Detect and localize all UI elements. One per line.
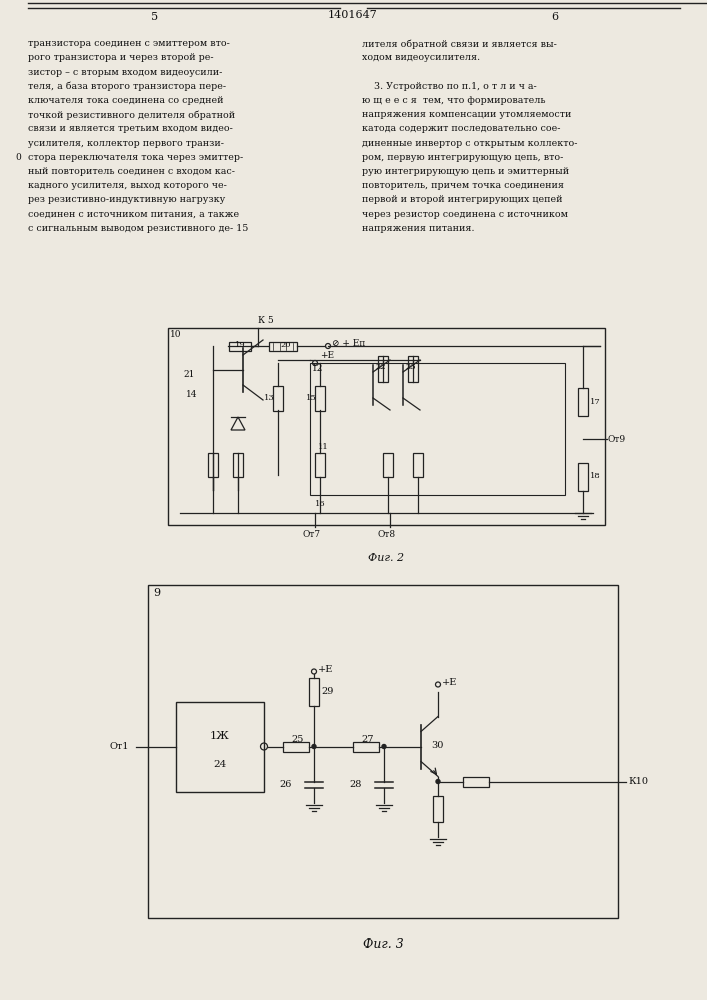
Text: ром, первую интегрирующую цепь, вто-: ром, первую интегрирующую цепь, вто-	[362, 153, 563, 162]
Text: 21: 21	[183, 370, 194, 379]
Text: 19: 19	[235, 341, 246, 349]
Text: 0: 0	[15, 153, 21, 162]
Text: первой и второй интегрирующих цепей: первой и второй интегрирующих цепей	[362, 195, 563, 204]
Bar	[413, 453, 423, 477]
Text: 24: 24	[214, 760, 227, 769]
Text: 18: 18	[590, 473, 601, 481]
Text: Фиг. 3: Фиг. 3	[363, 938, 404, 951]
Bar	[229, 342, 251, 351]
Text: теля, а база второго транзистора пере-: теля, а база второго транзистора пере-	[28, 82, 226, 91]
Text: 10: 10	[170, 330, 182, 339]
Bar	[176, 702, 264, 792]
Bar	[309, 678, 319, 706]
Text: ходом видеоусилителя.: ходом видеоусилителя.	[362, 53, 480, 62]
Text: зистор – с вторым входом видеоусили-: зистор – с вторым входом видеоусили-	[28, 68, 223, 77]
Text: 1401647: 1401647	[328, 10, 378, 20]
Text: 29: 29	[321, 687, 334, 696]
Text: лителя обратной связи и является вы-: лителя обратной связи и является вы-	[362, 39, 557, 49]
Text: 20: 20	[280, 341, 291, 349]
Bar	[578, 462, 588, 490]
Text: +E: +E	[318, 665, 334, 674]
Text: 22: 22	[375, 363, 385, 371]
Text: усилителя, коллектор первого транзи-: усилителя, коллектор первого транзи-	[28, 139, 224, 148]
Bar	[578, 387, 588, 416]
Text: От8: От8	[378, 530, 396, 539]
Text: стора переключателя тока через эмиттер-: стора переключателя тока через эмиттер-	[28, 153, 243, 162]
Text: 3. Устройство по п.1, о т л и ч а-: 3. Устройство по п.1, о т л и ч а-	[362, 82, 537, 91]
Bar	[315, 385, 325, 410]
Text: 27: 27	[361, 736, 373, 744]
Text: напряжения питания.: напряжения питания.	[362, 224, 474, 233]
Text: 17: 17	[590, 397, 601, 406]
Bar	[273, 385, 283, 410]
Text: кадного усилителя, выход которого че-: кадного усилителя, выход которого че-	[28, 181, 227, 190]
Text: рую интегрирующую цепь и эмиттерный: рую интегрирующую цепь и эмиттерный	[362, 167, 569, 176]
Text: 26: 26	[280, 780, 292, 789]
Text: ный повторитель соединен с входом кас-: ный повторитель соединен с входом кас-	[28, 167, 235, 176]
Text: точкой резистивного делителя обратной: точкой резистивного делителя обратной	[28, 110, 235, 120]
Text: напряжения компенсации утомляемости: напряжения компенсации утомляемости	[362, 110, 571, 119]
Text: 25: 25	[291, 736, 303, 744]
Circle shape	[312, 744, 316, 748]
Circle shape	[382, 744, 386, 748]
Text: 5: 5	[151, 12, 158, 22]
Text: К 5: К 5	[258, 316, 274, 325]
Text: 28: 28	[350, 780, 362, 789]
Circle shape	[436, 780, 440, 784]
Text: 9: 9	[153, 588, 160, 598]
Bar	[315, 453, 325, 477]
Bar	[148, 585, 618, 918]
Bar	[283, 742, 309, 752]
Bar	[269, 342, 297, 351]
Text: 30: 30	[431, 740, 443, 750]
Text: повторитель, причем точка соединения: повторитель, причем точка соединения	[362, 181, 564, 190]
Text: связи и является третьим входом видео-: связи и является третьим входом видео-	[28, 124, 233, 133]
Text: 1Ж: 1Ж	[210, 731, 230, 741]
Bar	[408, 356, 418, 382]
Bar	[233, 453, 243, 477]
Text: От7: От7	[303, 530, 321, 539]
Text: 14: 14	[186, 390, 197, 399]
Bar	[378, 356, 388, 382]
Text: 16: 16	[315, 500, 326, 508]
Bar	[208, 453, 218, 477]
Text: От1: От1	[110, 742, 129, 751]
Text: катода содержит последовательно сое-: катода содержит последовательно сое-	[362, 124, 561, 133]
Text: через резистор соединена с источником: через резистор соединена с источником	[362, 210, 568, 219]
Text: соединен с источником питания, а также: соединен с источником питания, а также	[28, 210, 239, 219]
Bar	[463, 776, 489, 786]
Text: ю щ е е с я  тем, что формирователь: ю щ е е с я тем, что формирователь	[362, 96, 546, 105]
Bar	[383, 453, 393, 477]
Text: ⊘ + Eп: ⊘ + Eп	[332, 338, 366, 348]
Text: рез резистивно-индуктивную нагрузку: рез резистивно-индуктивную нагрузку	[28, 195, 226, 204]
Text: +E: +E	[442, 678, 457, 687]
Text: Фиг. 2: Фиг. 2	[368, 553, 404, 563]
Text: 13: 13	[264, 394, 275, 402]
Text: ключателя тока соединена со средней: ключателя тока соединена со средней	[28, 96, 223, 105]
Text: рого транзистора и через второй ре-: рого транзистора и через второй ре-	[28, 53, 214, 62]
Text: 6: 6	[551, 12, 559, 22]
Text: 15: 15	[306, 394, 317, 402]
Bar	[353, 742, 379, 752]
Text: +E: +E	[320, 351, 334, 360]
Bar	[168, 328, 605, 525]
Text: К10: К10	[628, 777, 648, 786]
Text: 11: 11	[318, 443, 329, 451]
Text: 23: 23	[405, 363, 416, 371]
Text: транзистора соединен с эмиттером вто-: транзистора соединен с эмиттером вто-	[28, 39, 230, 48]
Bar	[433, 796, 443, 822]
Text: 12: 12	[312, 364, 323, 373]
Bar	[310, 363, 565, 495]
Text: От9: От9	[608, 434, 626, 444]
Text: с сигнальным выводом резистивного де- 15: с сигнальным выводом резистивного де- 15	[28, 224, 248, 233]
Text: диненные инвертор с открытым коллекто-: диненные инвертор с открытым коллекто-	[362, 139, 578, 148]
